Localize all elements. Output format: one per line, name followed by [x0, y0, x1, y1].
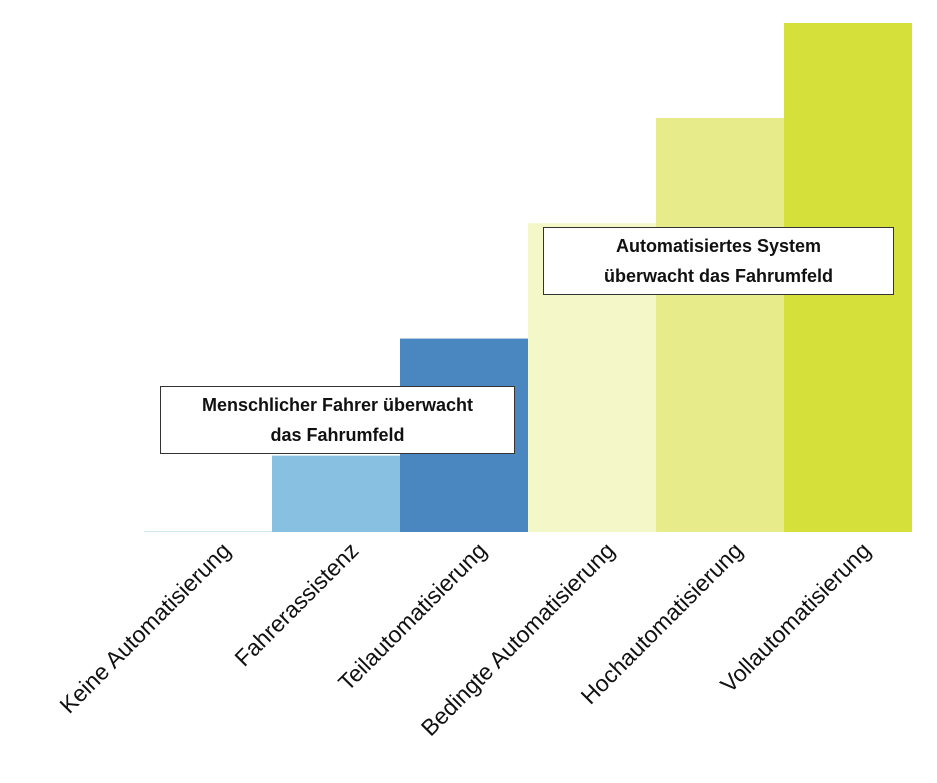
category-label-2: Fahrerassistenz: [229, 537, 363, 671]
callout-system-monitors: Automatisiertes System überwacht das Fah…: [543, 227, 894, 295]
category-label-1: Keine Automatisierung: [54, 537, 235, 718]
callout-system-line1: Automatisiertes System: [615, 236, 822, 256]
bar-1: [144, 531, 272, 532]
callout-human-line1: Menschlicher Fahrer überwacht: [201, 395, 474, 415]
callout-human-monitors: Menschlicher Fahrer überwacht das Fahrum…: [160, 386, 515, 454]
bar-2: [272, 455, 400, 532]
callout-system-line2: überwacht das Fahrumfeld: [603, 266, 834, 286]
bar-5: [656, 117, 784, 533]
callout-human-line2: das Fahrumfeld: [270, 425, 405, 445]
category-labels-layer: Keine AutomatisierungFahrerassistenzTeil…: [54, 537, 875, 741]
